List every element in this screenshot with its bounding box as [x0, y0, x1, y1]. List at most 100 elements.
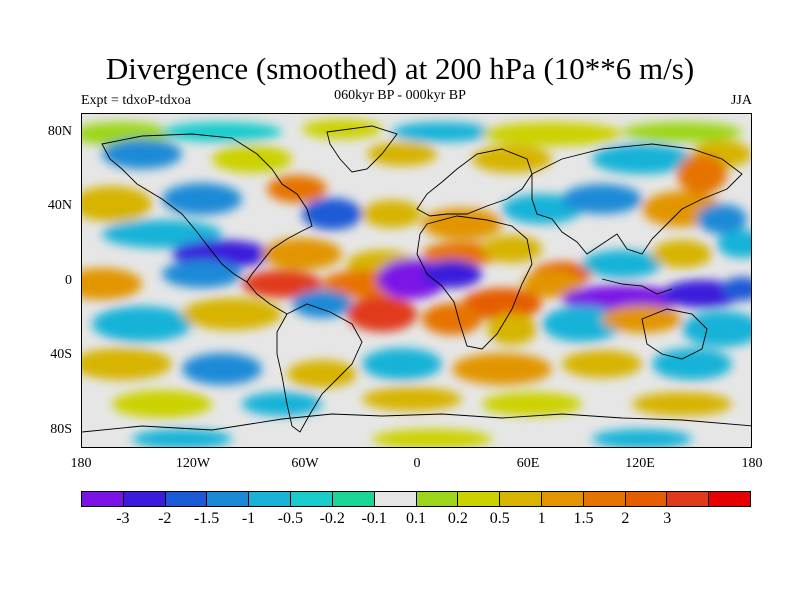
- colorbar-box: [291, 492, 333, 506]
- field-anomaly: [242, 392, 322, 416]
- experiment-label: Expt = tdxoP-tdxoa: [81, 93, 191, 108]
- field-anomaly: [622, 122, 742, 142]
- coastlines: [82, 125, 751, 433]
- colorbar-box: [416, 492, 459, 506]
- colorbar-label: 0.1: [406, 510, 426, 527]
- divergence-field: [82, 119, 751, 447]
- colorbar-label: -0.1: [361, 510, 387, 527]
- colorbar-label: -1.5: [193, 510, 220, 527]
- field-anomaly: [372, 429, 492, 447]
- lat-label-80n: 80N: [47, 124, 72, 139]
- field-anomaly: [292, 290, 352, 318]
- colorbar-box: [541, 492, 584, 506]
- field-anomaly: [722, 277, 751, 301]
- colorbar-box: [123, 492, 166, 506]
- colorbar-label: -0.2: [319, 510, 345, 527]
- field-anomaly: [677, 154, 727, 194]
- field-anomaly: [162, 183, 242, 215]
- field-anomaly: [362, 200, 422, 228]
- coast-south-america: [276, 303, 363, 433]
- field-anomaly: [422, 208, 502, 240]
- plot-subtitle: 060kyr BP - 000kyr BP: [334, 88, 466, 103]
- field-anomaly: [162, 260, 242, 288]
- plot-title: Divergence (smoothed) at 200 hPa (10**6 …: [105, 51, 695, 86]
- field-anomaly: [472, 145, 552, 173]
- field-anomaly: [112, 390, 212, 418]
- colorbar-label: 3: [663, 510, 672, 527]
- field-anomaly: [212, 145, 292, 173]
- field-anomaly: [132, 429, 232, 447]
- field-anomaly: [242, 270, 322, 298]
- colorbar-label: 2: [621, 510, 630, 527]
- field-anomaly: [482, 122, 622, 146]
- field-anomaly: [592, 144, 692, 174]
- colorbar-label: 1.5: [573, 510, 594, 527]
- colorbar-box: [165, 492, 208, 506]
- field-anomaly: [102, 220, 222, 248]
- lat-label-40n: 40N: [47, 198, 72, 213]
- field-anomaly: [652, 240, 712, 268]
- coast-indonesia: [601, 278, 673, 295]
- field-anomaly: [182, 353, 262, 385]
- colorbar-label: 0.5: [489, 510, 510, 527]
- lon-label-60w: 60W: [291, 456, 319, 471]
- field-anomaly: [582, 250, 662, 278]
- field-anomaly: [182, 298, 282, 330]
- coast-central-america: [246, 281, 288, 315]
- field-anomaly: [267, 175, 327, 203]
- colorbar-box: [249, 492, 292, 506]
- lat-label-80s: 80S: [50, 422, 72, 437]
- coast-antarctica: [82, 413, 751, 433]
- colorbar-label: 1: [537, 510, 546, 527]
- field-anomaly: [452, 353, 552, 385]
- field-anomaly: [632, 392, 732, 416]
- lat-label-40s: 40S: [50, 347, 72, 362]
- map-canvas: [82, 114, 751, 447]
- coast-asia: [531, 143, 743, 255]
- field-anomaly: [362, 348, 442, 380]
- colorbar-box: [374, 492, 417, 506]
- field-anomaly: [102, 139, 182, 169]
- field-anomaly: [422, 260, 482, 288]
- coast-australia: [641, 308, 708, 360]
- coast-africa: [416, 215, 533, 350]
- field-anomaly: [422, 242, 502, 266]
- field-anomaly: [82, 348, 172, 380]
- colorbar-box: [583, 492, 626, 506]
- field-anomaly: [367, 142, 437, 166]
- colorbar-label: -3: [116, 510, 130, 527]
- field-anomaly: [262, 238, 342, 270]
- field-anomaly: [82, 268, 142, 300]
- field-anomaly: [162, 122, 282, 142]
- field-anomaly: [422, 303, 482, 335]
- field-anomaly: [92, 306, 192, 342]
- field-anomaly: [562, 350, 642, 378]
- lat-label-eq: 0: [65, 273, 72, 288]
- colorbar-box: [207, 492, 250, 506]
- field-anomaly: [652, 348, 732, 380]
- field-anomaly: [362, 387, 462, 411]
- field-anomaly: [502, 194, 582, 224]
- colorbar-box: [458, 492, 501, 506]
- field-anomaly: [482, 392, 582, 416]
- colorbar-box: [667, 492, 710, 506]
- field-anomaly: [542, 306, 622, 342]
- field-anomaly: [287, 360, 357, 388]
- divergence-map: [81, 113, 752, 448]
- lon-label-60e: 60E: [516, 456, 540, 471]
- colorbar-box: [709, 492, 750, 506]
- lon-label-0: 0: [413, 456, 421, 471]
- colorbar-label: -1: [241, 510, 256, 527]
- field-anomaly: [347, 296, 417, 332]
- field-anomaly: [522, 270, 582, 298]
- field-anomaly: [462, 288, 542, 320]
- lon-label-180w: 180: [70, 456, 92, 471]
- colorbar-box: [82, 492, 124, 506]
- field-anomaly: [302, 198, 362, 230]
- lon-label-120e: 120E: [625, 456, 655, 471]
- lon-label-180e: 180: [741, 456, 763, 471]
- colorbar-label: -2: [158, 510, 172, 527]
- colorbar: [81, 491, 751, 507]
- field-anomaly: [392, 122, 492, 142]
- field-anomaly: [697, 204, 747, 234]
